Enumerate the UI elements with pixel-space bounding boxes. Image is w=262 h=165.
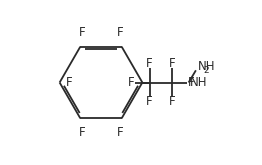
Text: F: F (117, 26, 123, 39)
Text: NH: NH (189, 76, 207, 89)
Text: F: F (79, 126, 85, 139)
Text: NH: NH (198, 60, 215, 73)
Text: F: F (188, 76, 194, 89)
Text: F: F (79, 26, 85, 39)
Text: 2: 2 (203, 66, 209, 75)
Text: F: F (146, 95, 153, 108)
Text: F: F (66, 76, 73, 89)
Text: F: F (169, 57, 176, 70)
Text: F: F (169, 95, 176, 108)
Text: F: F (117, 126, 123, 139)
Text: F: F (128, 76, 134, 89)
Text: F: F (146, 57, 153, 70)
